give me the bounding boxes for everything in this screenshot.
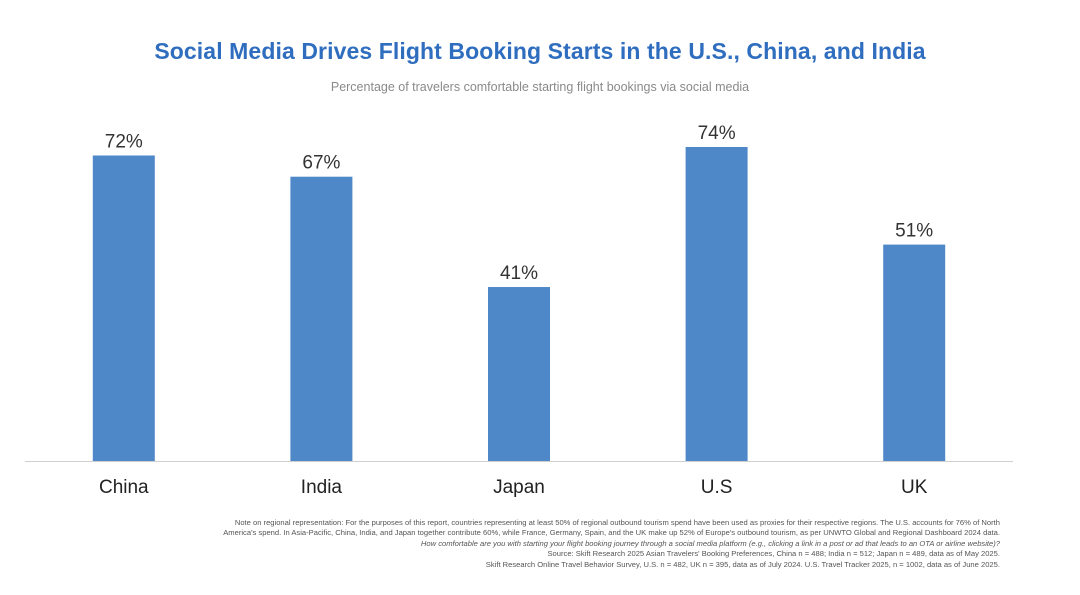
bar-uk	[883, 244, 946, 461]
bar-u-s	[685, 147, 748, 461]
footnotes: Note on regional representation: For the…	[40, 518, 1000, 570]
category-label: India	[301, 477, 343, 498]
data-label: 74%	[698, 123, 736, 144]
category-label: U.S	[701, 477, 733, 498]
bar-group	[92, 147, 946, 461]
data-label: 41%	[500, 263, 538, 284]
survey-question: How comfortable are you with starting yo…	[420, 538, 1000, 548]
bar-india	[290, 176, 353, 461]
note-line-2: America's spend. In Asia-Pacific, China,…	[223, 528, 1000, 538]
source-line-1: Source: Skift Research 2025 Asian Travel…	[547, 549, 1000, 559]
data-label: 72%	[105, 131, 143, 152]
data-label: 51%	[895, 221, 933, 242]
chart-subtitle: Percentage of travelers comfortable star…	[330, 80, 750, 94]
note-line-1: Note on regional representation: For the…	[234, 518, 1000, 527]
label-group: 72% China 67% India 41% Japan 74% U.S 51% UK	[99, 123, 933, 498]
bar-chart: 72% China 67% India 41% Japan 74% U.S 51% UK	[25, 123, 1013, 498]
category-label: UK	[901, 477, 928, 498]
chart-title: Social Media Drives Flight Booking Start…	[154, 38, 926, 64]
data-label: 67%	[302, 153, 340, 174]
category-label: China	[99, 477, 149, 498]
category-label: Japan	[493, 477, 545, 498]
bar-japan	[488, 287, 550, 461]
bar-china	[92, 155, 155, 461]
source-line-2: Skift Research Online Travel Behavior Su…	[485, 559, 1000, 569]
